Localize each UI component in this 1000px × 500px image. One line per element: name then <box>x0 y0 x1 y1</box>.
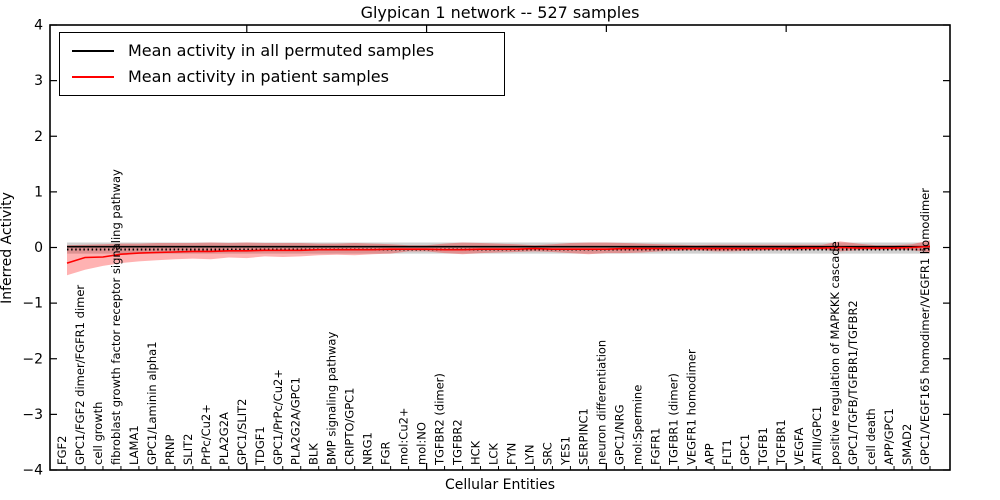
x-tick-label: GPC1/PrPc/Cu2+ <box>271 369 285 465</box>
x-tick-label: GPC1/NRG <box>612 404 626 465</box>
x-tick-label: PLA2G2A/GPC1 <box>289 377 303 465</box>
x-tick-label: GPC1/TGFB/TGFBR1/TGFBR2 <box>846 300 860 465</box>
x-tick-label: mol:NO <box>415 422 429 465</box>
x-tick-label: BMP signaling pathway <box>325 332 339 465</box>
x-tick-label: LYN <box>522 444 536 465</box>
x-tick-label: TGFBR1 (dimer) <box>666 373 680 466</box>
y-tick-label: −2 <box>22 351 43 367</box>
x-tick-label: cell growth <box>91 402 105 465</box>
y-tick-label: 4 <box>34 18 43 34</box>
x-tick-label: GPC1 <box>738 434 752 465</box>
patient-mean-line <box>66 245 931 264</box>
x-tick-label: PLA2G2A <box>217 412 231 465</box>
legend: Mean activity in all permuted samples Me… <box>59 32 505 96</box>
x-tick-label: NRG1 <box>361 432 375 465</box>
legend-line-red-icon <box>72 76 114 78</box>
y-tick-label: 2 <box>34 129 43 145</box>
x-tick-label: GPC1/VEGF165 homodimer/VEGFR1 homodimer <box>918 188 932 465</box>
y-tick-label: 0 <box>34 240 43 256</box>
x-tick-label: neuron differentiation <box>594 340 608 465</box>
x-tick-label: TDGF1 <box>253 426 267 466</box>
y-axis-label: Inferred Activity <box>0 192 15 304</box>
x-tick-label: FGF2 <box>55 436 69 465</box>
x-tick-label: FGFR1 <box>648 428 662 465</box>
x-tick-label: FYN <box>504 443 518 465</box>
x-tick-label: LCK <box>487 443 501 465</box>
legend-item-permuted: Mean activity in all permuted samples <box>60 43 504 59</box>
y-tick-label: 1 <box>34 184 43 200</box>
x-tick-label: TGFBR2 <box>451 419 465 466</box>
legend-label-permuted: Mean activity in all permuted samples <box>128 41 435 60</box>
x-tick-label: mol:Cu2+ <box>397 407 411 465</box>
y-tick-label: −3 <box>22 407 43 423</box>
x-tick-label: PrPc/Cu2+ <box>199 404 213 465</box>
x-tick-label: CRIPTO/GPC1 <box>343 388 357 466</box>
x-tick-label: HCK <box>469 440 483 465</box>
x-tick-label: APP <box>702 443 716 465</box>
x-tick-label: GPC1/FGF2 dimer/FGFR1 dimer <box>73 285 87 465</box>
x-tick-label: SLIT2 <box>181 434 195 465</box>
x-tick-label: positive regulation of MAPKKK cascade <box>828 241 842 465</box>
x-tick-label: SERPINC1 <box>576 408 590 465</box>
x-tick-label: fibroblast growth factor receptor signal… <box>109 169 123 465</box>
x-tick-label: GPC1/Laminin alpha1 <box>145 341 159 465</box>
x-tick-label: TGFBR1 <box>774 419 788 466</box>
chart-title: Glypican 1 network -- 527 samples <box>360 3 640 22</box>
x-tick-label: PRNP <box>163 434 177 465</box>
legend-item-patient: Mean activity in patient samples <box>60 69 504 85</box>
x-tick-label: SMAD2 <box>900 424 914 465</box>
x-tick-label: GPC1/SLIT2 <box>235 398 249 465</box>
legend-line-black-icon <box>72 50 114 52</box>
y-tick-label: −4 <box>22 463 43 479</box>
x-tick-label: TGFBR2 (dimer) <box>433 373 447 466</box>
x-tick-label: APP/GPC1 <box>882 408 896 465</box>
x-tick-label: LAMA1 <box>127 425 141 465</box>
x-tick-label: SRC <box>540 442 554 465</box>
y-tick-label: −1 <box>22 296 43 312</box>
y-tick-label: 3 <box>34 73 43 89</box>
x-tick-label: VEGFA <box>792 427 806 465</box>
x-axis-label: Cellular Entities <box>444 477 556 493</box>
x-tick-label: FGR <box>379 441 393 465</box>
x-tick-label: cell death <box>864 408 878 465</box>
x-tick-label: ATIII/GPC1 <box>810 406 824 465</box>
x-tick-label: TGFB1 <box>756 427 770 466</box>
legend-label-patient: Mean activity in patient samples <box>128 67 389 86</box>
x-tick-label: mol:Spermine <box>630 385 644 465</box>
x-tick-label: VEGFR1 homodimer <box>684 349 698 465</box>
x-tick-label: YES1 <box>558 436 572 466</box>
x-tick-label: FLT1 <box>720 439 734 465</box>
x-tick-label: BLK <box>307 443 321 465</box>
patient-band <box>67 240 930 276</box>
